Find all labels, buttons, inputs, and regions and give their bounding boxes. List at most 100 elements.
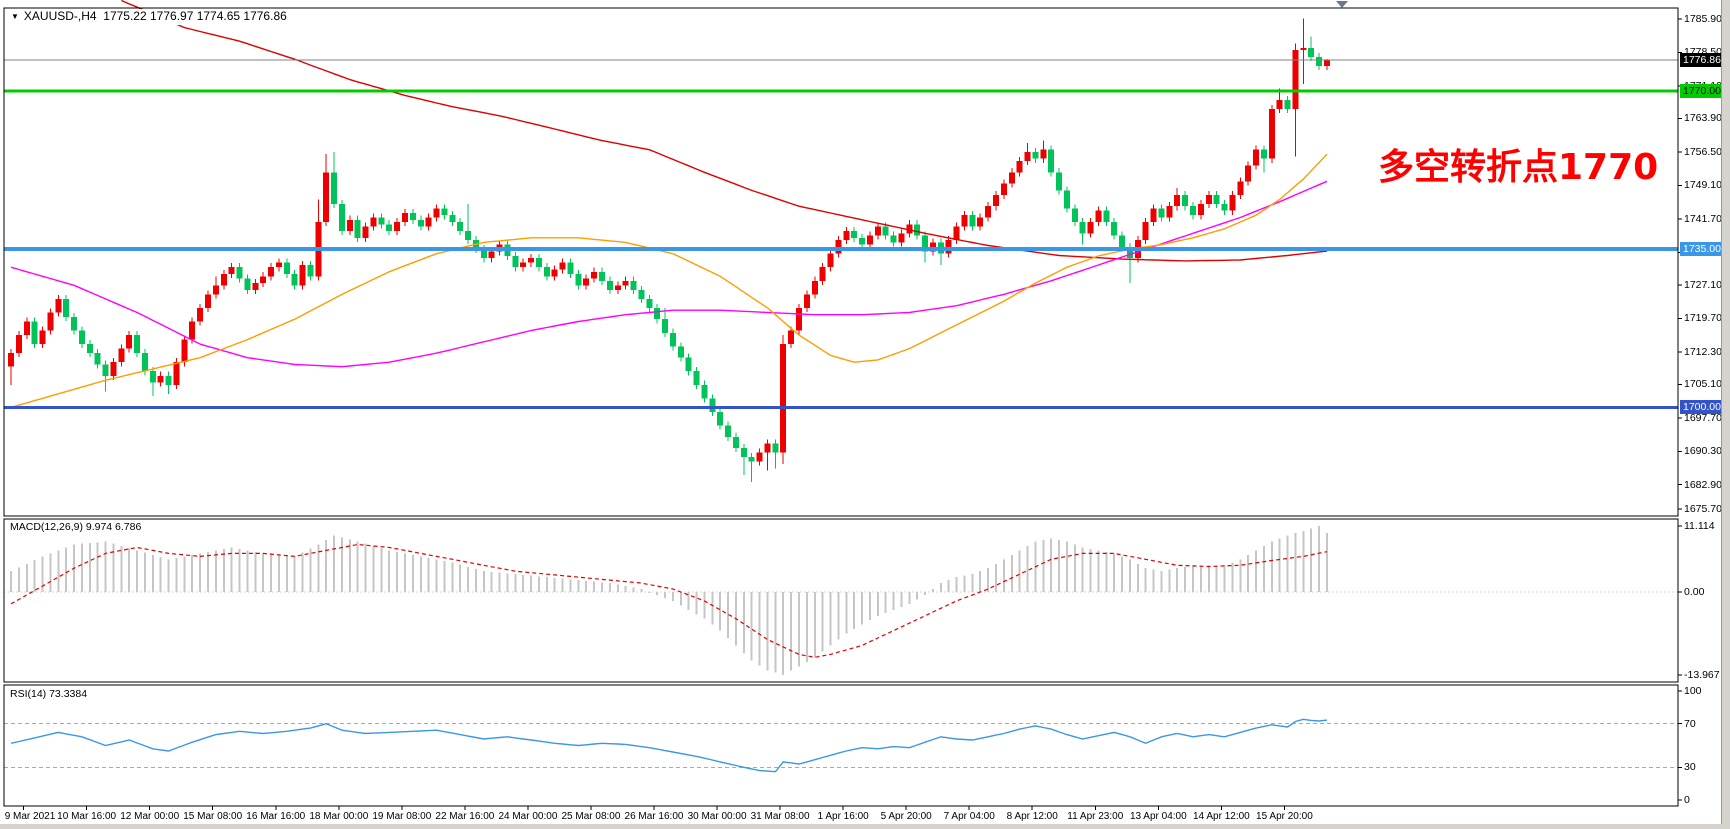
rsi-line <box>10 718 1328 773</box>
candle-body <box>764 443 771 453</box>
level-1735-box: 1735.00 <box>1680 242 1723 257</box>
candle-body <box>725 425 732 437</box>
macd-bar <box>1152 569 1155 592</box>
macd-bar <box>987 568 990 592</box>
candle-wick <box>743 444 745 476</box>
candle-body <box>851 231 858 238</box>
candle-body <box>993 194 999 207</box>
macd-bar <box>498 572 501 592</box>
time-tick-label: 30 Mar 00:00 <box>687 811 747 822</box>
macd-bar <box>364 543 367 592</box>
candle-wick <box>751 453 753 483</box>
candle-body <box>465 231 472 241</box>
macd-bar <box>151 554 154 592</box>
macd-bar <box>561 578 564 592</box>
candles <box>8 18 1330 483</box>
macd-bar <box>17 567 20 592</box>
macd-bar <box>49 553 52 592</box>
candle-body <box>39 330 46 345</box>
macd-bar <box>514 574 517 592</box>
macd-bar <box>664 592 667 598</box>
candle-body <box>71 316 78 331</box>
macd-bar <box>167 559 170 592</box>
candle-body <box>866 235 873 245</box>
candle-body <box>780 344 787 453</box>
rsi-tick-label: 0 <box>1684 794 1690 806</box>
slow-red-moving-average <box>121 0 1328 262</box>
price-tick-label: 1682.90 <box>1684 478 1722 491</box>
candle-body <box>1063 190 1070 209</box>
candle-body <box>1190 206 1196 216</box>
candle-body <box>788 330 795 345</box>
candle-body <box>307 264 314 277</box>
candle-body <box>1268 108 1275 159</box>
macd-bar <box>1168 569 1171 592</box>
candle-body <box>268 267 275 277</box>
candle-body <box>1237 181 1244 195</box>
macd-bar <box>388 550 391 592</box>
rsi-indicator-label: RSI(14) 73.3384 <box>10 688 88 700</box>
candle-body <box>756 452 763 462</box>
macd-bar <box>451 562 454 592</box>
candle-body <box>244 278 251 290</box>
medium-magenta-moving-average <box>10 180 1328 368</box>
price-tick-label: 1697.70 <box>1684 411 1722 424</box>
bottom-strip <box>0 824 1730 829</box>
candle-body <box>118 348 125 363</box>
level-1770-box: 1770.00 <box>1680 83 1723 98</box>
macd-bar <box>1294 533 1297 592</box>
macd-bar <box>632 587 635 592</box>
candle-body <box>606 280 613 290</box>
candle-body <box>1221 203 1228 211</box>
macd-bar <box>340 537 343 592</box>
candle-body <box>985 206 992 218</box>
macd-bar <box>1270 541 1273 592</box>
macd-bar <box>1184 566 1187 592</box>
candle-body <box>433 208 440 218</box>
macd-bar <box>553 577 556 592</box>
candle-body <box>528 258 535 263</box>
macd-bar <box>530 575 533 592</box>
candle-body <box>1008 172 1015 184</box>
candle-body <box>402 212 408 223</box>
candle-body <box>685 357 692 372</box>
candle-body <box>1119 235 1126 247</box>
candle-body <box>488 251 495 259</box>
time-tick-label: 19 Mar 08:00 <box>372 811 432 822</box>
macd-bar <box>995 563 997 592</box>
candle-body <box>181 339 188 363</box>
candle-body <box>354 219 361 238</box>
candle-body <box>102 364 109 376</box>
candle-body <box>362 226 369 238</box>
candle-body <box>662 319 669 333</box>
macd-bar <box>924 592 927 595</box>
candle-body <box>614 285 621 290</box>
macd-bar <box>199 553 202 592</box>
title-ohlc: 1775.22 1776.97 1774.65 1776.86 <box>103 9 287 23</box>
macd-bar <box>1010 554 1013 592</box>
candle-body <box>228 267 235 275</box>
macd-bar <box>285 555 288 592</box>
candle-body <box>1126 246 1133 259</box>
price-tick-label: 1727.10 <box>1684 278 1722 291</box>
candle-body <box>906 224 913 234</box>
macd-bar <box>262 553 265 592</box>
candle-body <box>126 335 133 349</box>
time-tick-label: 24 Mar 00:00 <box>498 811 558 822</box>
macd-bar <box>159 557 162 592</box>
macd-bar <box>96 542 99 592</box>
time-tick-label: 15 Mar 08:00 <box>183 811 243 822</box>
candle-body <box>520 262 527 268</box>
candle-body <box>346 219 353 232</box>
macd-bar <box>1058 540 1061 592</box>
macd-bar <box>821 592 824 652</box>
time-tick-label: 18 Mar 00:00 <box>309 811 369 822</box>
candle-body <box>338 203 345 232</box>
symbol-dropdown-icon[interactable]: ▼ <box>11 12 19 21</box>
macd-tick-label: -13.967 <box>1684 668 1720 681</box>
macd-bar <box>569 579 572 592</box>
macd-bar <box>112 543 115 592</box>
price-tick-label: 1785.90 <box>1684 13 1722 25</box>
